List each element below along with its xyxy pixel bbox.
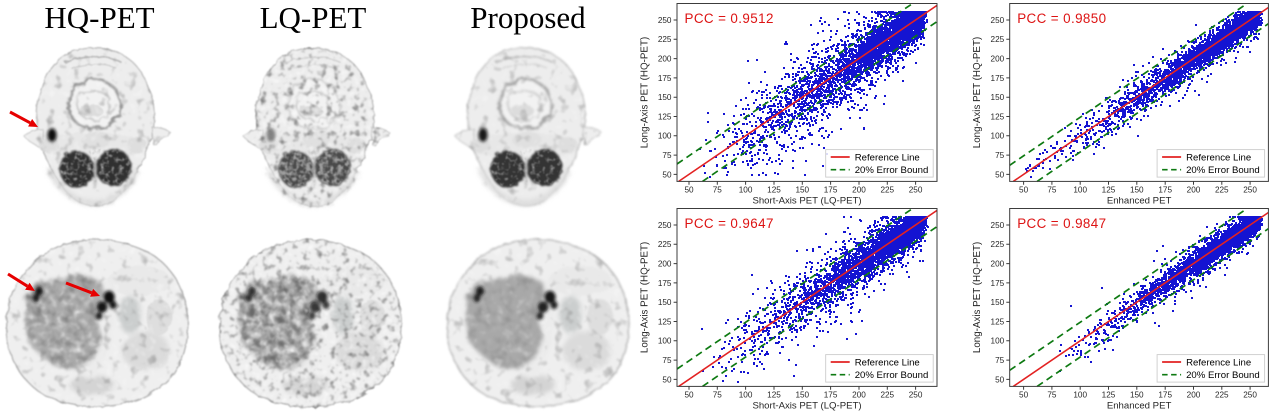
svg-text:250: 250 — [909, 390, 923, 399]
svg-text:Long-Axis PET (HQ-PET): Long-Axis PET (HQ-PET) — [972, 37, 983, 148]
svg-text:20% Error Bound: 20% Error Bound — [855, 370, 929, 381]
svg-text:100: 100 — [658, 337, 672, 346]
svg-text:PCC = 0.9847: PCC = 0.9847 — [1017, 216, 1106, 231]
svg-text:20% Error Bound: 20% Error Bound — [1186, 165, 1260, 176]
svg-text:75: 75 — [995, 151, 1005, 160]
svg-text:75: 75 — [713, 185, 723, 194]
svg-text:250: 250 — [991, 16, 1005, 25]
svg-text:20% Error Bound: 20% Error Bound — [855, 165, 929, 176]
svg-text:250: 250 — [991, 221, 1005, 230]
svg-text:150: 150 — [795, 390, 809, 399]
svg-text:LQ-PET: LQ-PET — [260, 0, 367, 35]
svg-text:225: 225 — [1215, 185, 1229, 194]
svg-text:Long-Axis PET (HQ-PET): Long-Axis PET (HQ-PET) — [972, 242, 983, 353]
svg-text:175: 175 — [991, 279, 1005, 288]
svg-text:225: 225 — [880, 185, 894, 194]
svg-text:175: 175 — [991, 74, 1005, 83]
svg-text:PCC = 0.9512: PCC = 0.9512 — [685, 11, 774, 26]
svg-text:200: 200 — [991, 55, 1005, 64]
svg-text:250: 250 — [1243, 185, 1257, 194]
svg-text:225: 225 — [658, 35, 672, 44]
svg-text:Long-Axis PET (HQ-PET): Long-Axis PET (HQ-PET) — [640, 242, 651, 353]
svg-text:200: 200 — [658, 55, 672, 64]
svg-text:Enhanced PET: Enhanced PET — [1107, 401, 1172, 412]
svg-text:150: 150 — [991, 93, 1005, 102]
svg-text:225: 225 — [1215, 390, 1229, 399]
svg-text:50: 50 — [1019, 390, 1029, 399]
svg-text:200: 200 — [852, 390, 866, 399]
svg-text:100: 100 — [739, 390, 753, 399]
svg-text:225: 225 — [658, 240, 672, 249]
svg-text:Reference Line: Reference Line — [1186, 357, 1251, 368]
svg-text:150: 150 — [1130, 390, 1144, 399]
svg-text:50: 50 — [684, 185, 694, 194]
svg-text:250: 250 — [909, 185, 923, 194]
svg-text:150: 150 — [658, 93, 672, 102]
svg-text:125: 125 — [767, 185, 781, 194]
svg-text:75: 75 — [1047, 390, 1057, 399]
svg-text:50: 50 — [662, 375, 672, 384]
svg-text:200: 200 — [991, 260, 1005, 269]
svg-text:250: 250 — [1243, 390, 1257, 399]
svg-text:150: 150 — [658, 298, 672, 307]
svg-text:200: 200 — [1187, 185, 1201, 194]
svg-text:75: 75 — [713, 390, 723, 399]
svg-text:50: 50 — [1019, 185, 1029, 194]
svg-text:Enhanced PET: Enhanced PET — [1107, 196, 1172, 207]
svg-text:100: 100 — [739, 185, 753, 194]
svg-text:Long-Axis PET (HQ-PET): Long-Axis PET (HQ-PET) — [640, 37, 651, 148]
svg-text:200: 200 — [1187, 390, 1201, 399]
svg-text:200: 200 — [852, 185, 866, 194]
svg-text:175: 175 — [658, 279, 672, 288]
svg-text:250: 250 — [658, 221, 672, 230]
svg-text:Reference Line: Reference Line — [1186, 152, 1251, 163]
svg-text:175: 175 — [824, 185, 838, 194]
svg-text:PCC = 0.9647: PCC = 0.9647 — [685, 216, 774, 231]
svg-text:PCC = 0.9850: PCC = 0.9850 — [1017, 11, 1106, 26]
svg-text:175: 175 — [658, 74, 672, 83]
svg-text:200: 200 — [658, 260, 672, 269]
svg-text:75: 75 — [995, 356, 1005, 365]
svg-text:225: 225 — [991, 35, 1005, 44]
svg-text:100: 100 — [991, 337, 1005, 346]
svg-text:Proposed: Proposed — [470, 0, 586, 35]
svg-text:125: 125 — [991, 112, 1005, 121]
svg-text:20% Error Bound: 20% Error Bound — [1186, 370, 1260, 381]
svg-text:75: 75 — [1047, 185, 1057, 194]
svg-text:150: 150 — [1130, 185, 1144, 194]
svg-text:75: 75 — [662, 151, 672, 160]
svg-text:100: 100 — [1073, 390, 1087, 399]
svg-text:75: 75 — [662, 356, 672, 365]
svg-text:150: 150 — [991, 298, 1005, 307]
svg-text:125: 125 — [767, 390, 781, 399]
svg-text:125: 125 — [658, 112, 672, 121]
svg-text:125: 125 — [991, 317, 1005, 326]
svg-text:175: 175 — [824, 390, 838, 399]
svg-text:HQ-PET: HQ-PET — [44, 0, 154, 35]
svg-text:125: 125 — [658, 317, 672, 326]
svg-text:Short-Axis PET (LQ-PET): Short-Axis PET (LQ-PET) — [752, 401, 861, 412]
svg-text:100: 100 — [658, 132, 672, 141]
svg-text:50: 50 — [995, 375, 1005, 384]
svg-text:125: 125 — [1102, 390, 1116, 399]
svg-text:50: 50 — [684, 390, 694, 399]
svg-text:125: 125 — [1102, 185, 1116, 194]
svg-text:225: 225 — [880, 390, 894, 399]
svg-text:100: 100 — [991, 132, 1005, 141]
svg-text:175: 175 — [1158, 390, 1172, 399]
svg-text:50: 50 — [995, 170, 1005, 179]
svg-text:150: 150 — [795, 185, 809, 194]
svg-text:250: 250 — [658, 16, 672, 25]
svg-text:Reference Line: Reference Line — [855, 152, 920, 163]
svg-text:Reference Line: Reference Line — [855, 357, 920, 368]
svg-text:100: 100 — [1073, 185, 1087, 194]
svg-text:175: 175 — [1158, 185, 1172, 194]
svg-text:225: 225 — [991, 240, 1005, 249]
svg-text:50: 50 — [662, 170, 672, 179]
svg-text:Short-Axis PET (LQ-PET): Short-Axis PET (LQ-PET) — [752, 196, 861, 207]
